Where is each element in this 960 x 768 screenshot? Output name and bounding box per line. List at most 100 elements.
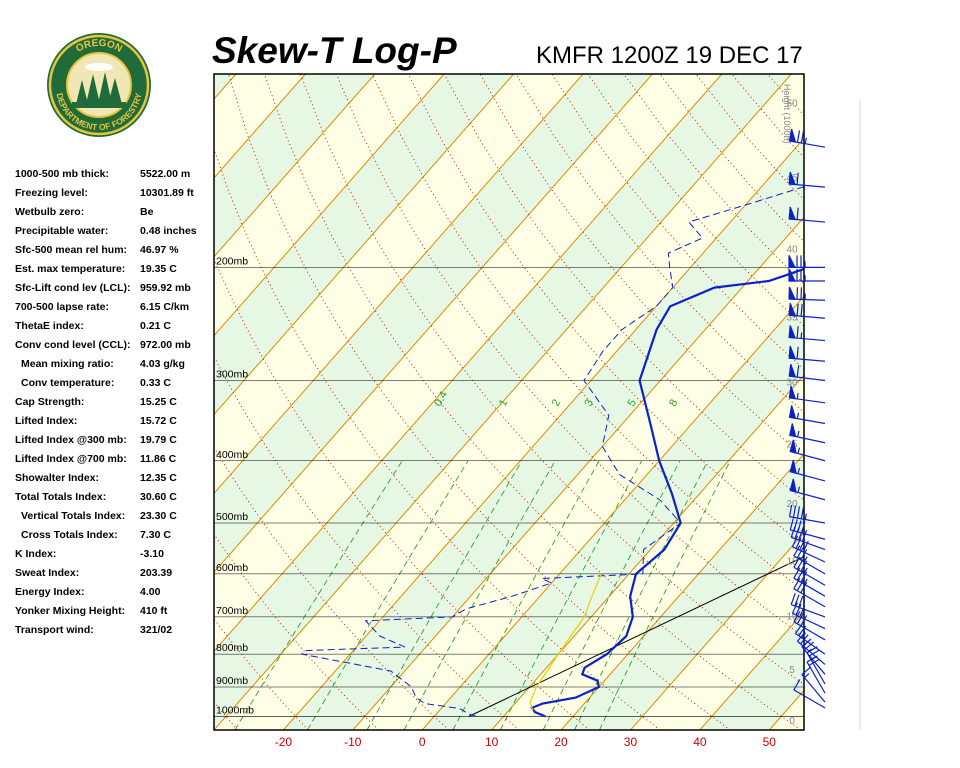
index-row: Vertical Totals Index: 23.30 C [15, 510, 210, 529]
index-row: Sfc-Lift cond lev (LCL): 959.92 mb [15, 282, 210, 301]
isotherm-line [352, 216, 804, 730]
dry-adiabat [911, 74, 960, 730]
index-label: Sweat Index: [15, 567, 80, 579]
isotherm-line [630, 532, 804, 730]
pressure-label: 400mb [216, 449, 248, 461]
series-line-parcel-yellow [529, 573, 602, 711]
mixing-ratio-line [307, 460, 469, 730]
dry-adiabat [264, 74, 802, 730]
index-value: 959.92 mb [140, 282, 191, 294]
index-row: Cap Strength: 15.25 C [15, 396, 210, 415]
index-row: Conv cond level (CCL): 972.00 mb [15, 339, 210, 358]
isotherm-band [839, 74, 960, 730]
wind-barb [788, 286, 826, 301]
station-time-label: KMFR 1200Z 19 DEC 17 [536, 42, 803, 69]
pressure-label: 700mb [216, 605, 248, 617]
isotherm-line [214, 74, 445, 337]
index-row: Lifted Index @700 mb: 11.86 C [15, 453, 210, 472]
wind-barb [793, 679, 826, 709]
wind-barb [788, 268, 825, 282]
isotherm-line [0, 74, 97, 730]
isotherm-line [560, 453, 804, 730]
index-label: Vertical Totals Index: [21, 510, 126, 522]
index-label: Cross Totals Index: [21, 529, 118, 541]
isotherm-line [214, 74, 653, 574]
height-tick-label: 5 [789, 665, 795, 676]
wind-barb [790, 593, 826, 618]
plot-frame [213, 73, 805, 731]
index-row: Precipitable water: 0.48 inches [15, 225, 210, 244]
index-label: Sfc-Lift cond lev (LCL): [15, 282, 131, 294]
index-label: Yonker Mixing Height: [15, 605, 126, 617]
index-row: Lifted Index: 15.72 C [15, 415, 210, 434]
temperature-tick-label: 40 [693, 735, 707, 749]
isotherm-line [0, 74, 167, 730]
height-tick-label: 40 [786, 244, 798, 255]
wind-barb [788, 405, 826, 425]
index-label: Mean mixing ratio: [21, 358, 114, 370]
mixing-ratio-label: 8 [667, 397, 680, 408]
index-label: Sfc-500 mean rel hum: [15, 244, 128, 256]
temperature-tick-label: -20 [275, 735, 293, 749]
isotherm-band [214, 74, 804, 730]
dry-adiabat [947, 74, 960, 730]
isotherm-line [283, 137, 804, 730]
wind-barb [793, 567, 826, 597]
index-label: Freezing level: [15, 187, 88, 199]
index-label: Lifted Index: [15, 415, 78, 427]
series-line-dashed [300, 185, 804, 717]
index-row: Yonker Mixing Height: 410 ft [15, 605, 210, 624]
isotherm-band [0, 74, 28, 730]
index-label: Precipitable water: [15, 225, 109, 237]
mixing-ratio-line [366, 460, 523, 730]
index-row: Sweat Index: 203.39 [15, 567, 210, 586]
dry-adiabat [214, 701, 239, 730]
index-value: 10301.89 ft [140, 187, 194, 199]
index-row: Est. max temperature: 19.35 C [15, 263, 210, 282]
chart-title: Skew-T Log-P [212, 30, 457, 71]
index-row: Transport wind: 321/02 [15, 624, 210, 643]
wind-barb [788, 385, 826, 404]
dry-adiabat [443, 74, 804, 502]
logo-gold-ring [48, 34, 150, 136]
temperature-tick-label: 20 [554, 735, 568, 749]
index-value: 0.33 C [140, 377, 171, 389]
wind-barb [789, 423, 826, 444]
wind-barb [788, 206, 826, 223]
pressure-label: 200mb [216, 255, 248, 267]
index-value: 19.79 C [140, 434, 177, 446]
oregon-forestry-logo: OREGON DEPARTMENT OF FORESTRY [47, 33, 151, 137]
index-row: K Index: -3.10 [15, 548, 210, 567]
dry-adiabat [335, 74, 804, 638]
height-tick-label: 15 [786, 556, 798, 567]
temperature-tick-label: -10 [344, 735, 362, 749]
index-value: 11.86 C [140, 453, 177, 465]
logo-ground [72, 102, 126, 108]
wind-barb [788, 345, 826, 362]
index-row: 1000-500 mb thick: 5522.00 m [15, 168, 210, 187]
mixing-ratio-line [452, 460, 600, 730]
wind-barb [789, 478, 826, 501]
index-label: Energy Index: [15, 586, 85, 598]
mixing-ratio-line [234, 460, 403, 730]
index-value: 321/02 [140, 624, 173, 636]
index-value: 410 ft [140, 605, 168, 617]
height-tick-label: 0 [789, 716, 795, 727]
index-label: Conv cond level (CCL): [15, 339, 131, 351]
index-value: 12.35 C [140, 472, 177, 484]
index-row: Freezing level: 10301.89 ft [15, 187, 210, 206]
dry-adiabat [214, 355, 520, 730]
pressure-label: 800mb [216, 642, 248, 654]
isotherm-line [214, 74, 237, 100]
height-tick-label: 35 [786, 312, 798, 323]
mixing-ratio-label: 5 [626, 397, 639, 408]
wind-barb [789, 439, 826, 462]
index-value: 4.00 [140, 586, 161, 598]
dry-adiabat [839, 74, 960, 730]
index-value: 7.30 C [140, 529, 171, 541]
index-value: 19.35 C [140, 263, 177, 275]
wind-barb [788, 363, 826, 382]
height-tick-label: 30 [786, 377, 798, 388]
index-label: K Index: [15, 548, 57, 560]
dry-adiabat-reference [468, 556, 804, 717]
